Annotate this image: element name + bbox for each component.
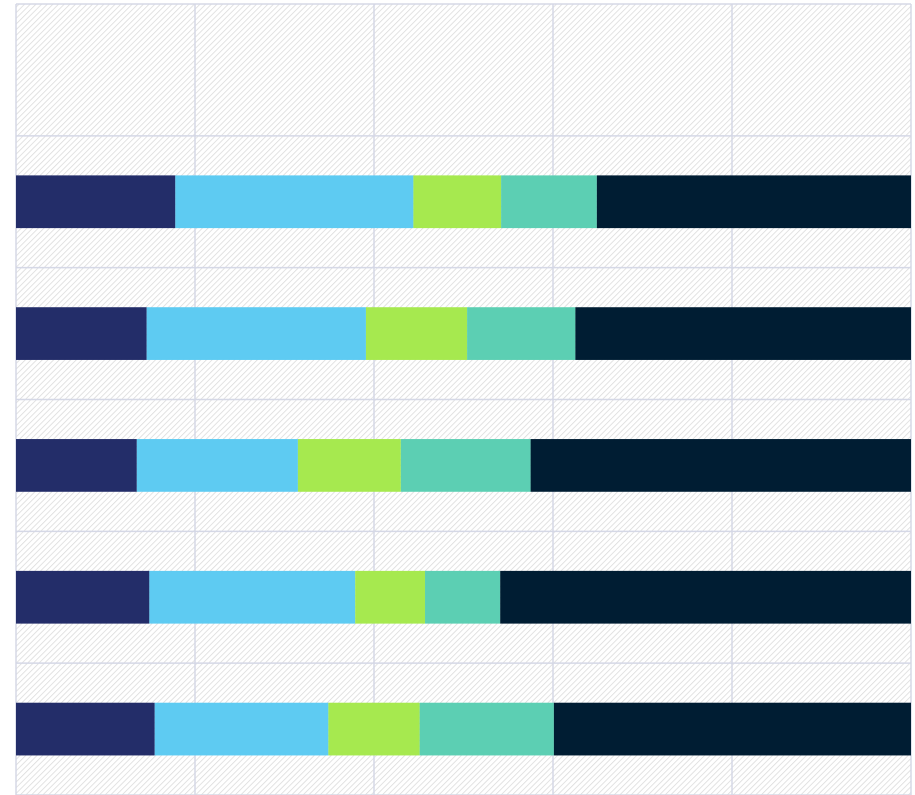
- bar-segment: [16, 702, 155, 756]
- bar-segment: [575, 307, 911, 360]
- bar-segment: [149, 570, 356, 624]
- bar-segment: [16, 439, 137, 492]
- bar-segment: [530, 439, 911, 492]
- bar-segment: [355, 570, 426, 624]
- bar-segment: [146, 307, 366, 360]
- bar-segment: [16, 307, 147, 360]
- bar-segment: [297, 439, 401, 492]
- bar-segment: [400, 439, 531, 492]
- bar-segment: [16, 570, 150, 624]
- bar-segment: [596, 175, 911, 229]
- bar-segment: [553, 702, 911, 756]
- bar-segment: [16, 175, 176, 229]
- bar-segment: [425, 570, 501, 624]
- bar-segment: [413, 175, 502, 229]
- bar-segment: [365, 307, 468, 360]
- bar-segment: [500, 570, 911, 624]
- bar-segment: [136, 439, 298, 492]
- bar-segment: [154, 702, 329, 756]
- bar-segment: [175, 175, 414, 229]
- bar-segment: [501, 175, 597, 229]
- bar-segment: [467, 307, 576, 360]
- bar-segment: [328, 702, 420, 756]
- bar-segment: [419, 702, 554, 756]
